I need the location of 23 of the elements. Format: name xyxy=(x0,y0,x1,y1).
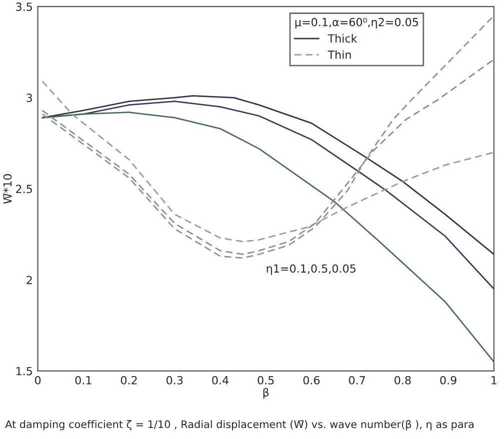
annotation: η1=0.1,0.5,0.05 xyxy=(266,264,356,275)
x-tick-label: 1 xyxy=(492,376,496,384)
x-tick-label: 0.1 xyxy=(75,376,92,384)
y-tick-label: 2.5 xyxy=(16,184,32,194)
x-tick-label: 0.9 xyxy=(440,376,456,384)
y-tick-label: 3.5 xyxy=(16,2,32,11)
legend-title: μ=0.1,α=60⁰,η2=0.05 xyxy=(295,18,418,28)
x-tick-label: 0 xyxy=(35,376,41,384)
legend-label: Thick xyxy=(328,34,358,43)
legend-label: Thin xyxy=(328,50,351,59)
y-tick-label: 3 xyxy=(26,94,32,102)
x-tick-label: 0.8 xyxy=(394,376,411,384)
x-tick-label: 0.2 xyxy=(120,376,137,384)
x-tick-label: 0.3 xyxy=(166,376,183,384)
x-tick-label: 0.5 xyxy=(258,376,274,384)
x-tick-label: 0.6 xyxy=(303,376,320,384)
y-axis-title: W̄*10 xyxy=(3,174,12,204)
x-tick-label: 0.7 xyxy=(348,376,365,384)
y-tick-label: 1.5 xyxy=(16,367,32,376)
text: At damping coefficient ζ = 1/10 , Radial displacement (W̄) vs. wave number(β ), η as para xyxy=(5,420,474,430)
x-axis-title: β xyxy=(263,388,269,399)
y-tick-label: 2 xyxy=(26,276,32,284)
x-tick-label: 0.4 xyxy=(212,376,228,384)
